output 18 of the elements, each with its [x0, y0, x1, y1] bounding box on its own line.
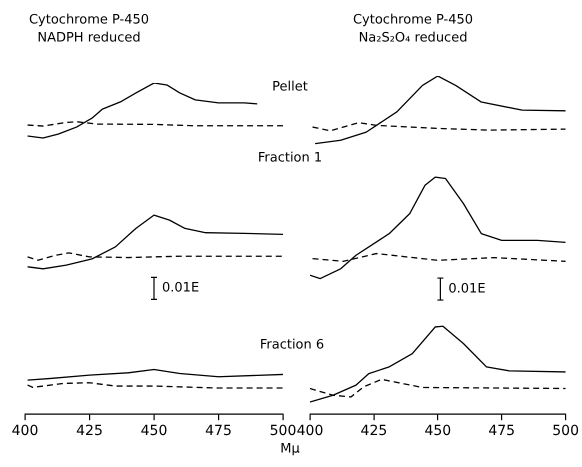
x-tick-label: 500 [270, 423, 296, 440]
annotation: 0.01E [448, 281, 486, 296]
annotation: Fraction 1 [258, 150, 322, 166]
x-tick-label: 450 [140, 423, 168, 440]
x-tick-label: 450 [424, 423, 452, 440]
chart-title: Cytochrome P-450 Na₂S₂O₄ reduced [352, 12, 474, 46]
x-tick-label: 475 [488, 423, 516, 440]
annotation: Fraction 6 [260, 338, 324, 353]
x-tick-label: 425 [76, 423, 103, 440]
x-axis-title: Mμ [280, 442, 300, 457]
annotation: 0.01E [162, 280, 200, 296]
x-tick-label: 425 [360, 423, 388, 440]
annotation: Pellet [272, 79, 308, 94]
chart-title: Cytochrome P-450 NADPH reduced [28, 12, 150, 46]
x-tick-label: 400 [296, 423, 324, 440]
x-tick-label: 500 [552, 423, 580, 440]
x-tick-label: 400 [12, 423, 38, 440]
x-tick-label: 475 [205, 423, 232, 440]
